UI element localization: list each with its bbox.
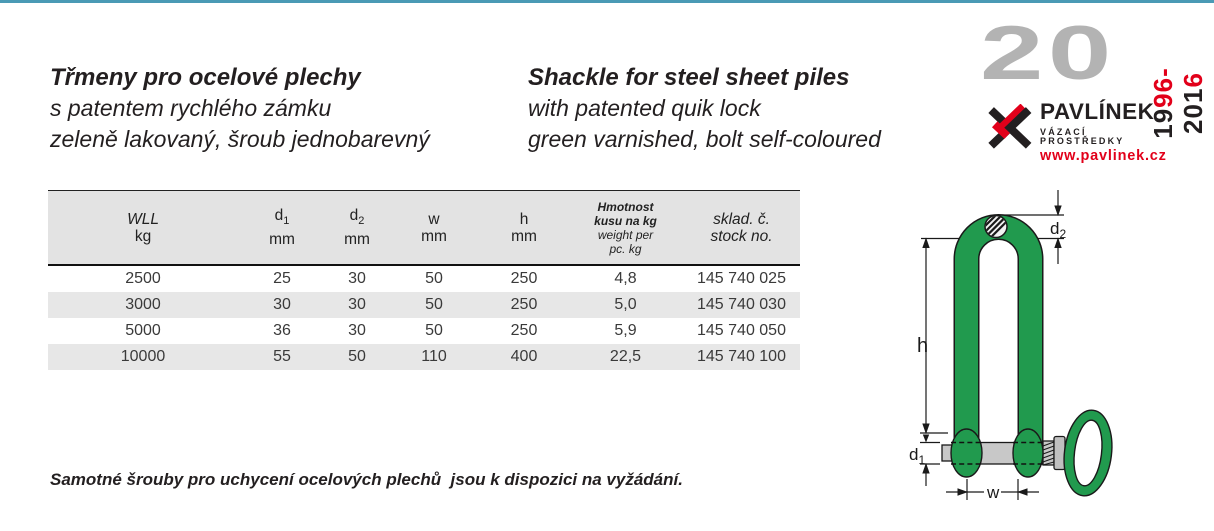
shackle-technical-drawing: d2 h: [909, 190, 1113, 502]
dimension-d1: d1: [909, 434, 940, 486]
table-cell: 250: [510, 270, 538, 287]
label-d2: d2: [1050, 219, 1066, 241]
table-cell: 30: [273, 296, 291, 313]
table-cell: 22,5: [609, 348, 642, 365]
column-header: Hmotnost kusu na kg weight per pc. kg: [568, 190, 683, 266]
dimension-h: h: [917, 237, 948, 435]
column-header: d2 mm: [326, 190, 388, 266]
title-english: Shackle for steel sheet piles with paten…: [528, 62, 881, 155]
table-cell: 145 740 030: [697, 296, 786, 313]
title-english-line3: green varnished, bolt self-coloured: [528, 126, 881, 152]
title-czech-line2: s patentem rychlého zámku: [50, 95, 332, 121]
table-cell: 10000: [120, 348, 166, 365]
label-d1: d1: [909, 445, 925, 467]
table-row: 10000 55 50 110 400 22,5 145 740 100: [48, 344, 800, 370]
title-english-line2: with patented quik lock: [528, 95, 761, 121]
table-cell: 110: [421, 348, 447, 365]
column-header: WLL kg: [48, 190, 238, 266]
table-cell: 30: [348, 296, 366, 313]
shackle-eye-right: [1012, 428, 1044, 478]
table-cell: 3000: [125, 296, 161, 313]
dimension-w: w: [946, 479, 1039, 502]
table-header-row: WLL kg d1 mm d2 mm w mm h mm Hmotnost kusu na kg wei…: [48, 190, 800, 266]
table-row: 3000 30 30 50 250 5,0 145 740 030: [48, 292, 800, 318]
table-cell: 4,8: [614, 270, 637, 287]
pavlinek-x-icon: [988, 104, 1032, 149]
footnote-czech: Samotné šrouby pro uchycení ocelových pl…: [50, 470, 683, 489]
table-cell: 50: [425, 296, 443, 313]
hidden-pin-lines: [951, 441, 1043, 465]
brand-text-column: PAVLÍNEK VÁZACÍ PROSTŘEDKY www.pavlinek.…: [1040, 99, 1167, 164]
table-cell: 145 740 025: [697, 270, 786, 287]
table-cell: 25: [273, 270, 291, 287]
table-cell: 36: [273, 322, 291, 339]
table-cell: 5,9: [614, 322, 637, 339]
table-cell: 5,0: [614, 296, 637, 313]
table-row: 5000 36 30 50 250 5,9 145 740 050: [48, 318, 800, 344]
table-cell: 30: [348, 322, 366, 339]
table-cell: 250: [510, 322, 538, 339]
table-row: 2500 25 30 50 250 4,8 145 740 025: [48, 265, 800, 292]
shackle-body: [950, 214, 1044, 478]
column-header: sklad. č. stock no.: [683, 190, 800, 266]
anniversary-years: 1996-2016: [1148, 67, 1208, 139]
title-czech-line1: Třmeny pro ocelové plechy: [50, 64, 361, 91]
table-cell: 50: [425, 322, 443, 339]
brand-tagline: VÁZACÍ PROSTŘEDKY: [1040, 126, 1125, 146]
spec-table: WLL kg d1 mm d2 mm w mm h mm Hmotnost kusu na kg wei…: [48, 190, 800, 370]
table-cell: 50: [425, 270, 443, 287]
bow-cross-section: [984, 214, 1008, 239]
column-header: d1 mm: [238, 190, 326, 266]
table-body: 2500 25 30 50 250 4,8 145 740 025 3000 30 30 50 250…: [48, 265, 800, 370]
table-cell: 55: [273, 348, 291, 365]
brand-name: PAVLÍNEK: [1040, 99, 1155, 124]
column-header: h mm: [480, 190, 568, 266]
table-cell: 250: [510, 296, 538, 313]
table-cell: 145 740 050: [697, 322, 786, 339]
thread-hatch: [1042, 441, 1055, 466]
brand-website: www.pavlinek.cz: [1040, 147, 1167, 164]
table-cell: 145 740 100: [697, 348, 786, 365]
table-cell: 50: [348, 348, 366, 365]
title-czech-line3: zeleně lakovaný, šroub jednobarevný: [50, 126, 430, 152]
table-cell: 2500: [125, 270, 161, 287]
table-cell: 30: [348, 270, 366, 287]
table-cell: 400: [510, 348, 538, 365]
column-header: w mm: [388, 190, 480, 266]
label-w: w: [986, 483, 1000, 502]
pin-handle: [1063, 409, 1113, 497]
shackle-eye-left: [950, 428, 983, 478]
table-cell: 5000: [125, 322, 161, 339]
top-accent-bar: [0, 0, 1214, 3]
footnotes: Samotné šrouby pro uchycení ocelových pl…: [50, 420, 683, 531]
title-english-line1: Shackle for steel sheet piles: [528, 64, 850, 91]
anniversary-number: 20: [980, 11, 1116, 96]
label-h: h: [917, 335, 928, 357]
pavlinek-logo: 20 PAVLÍNEK VÁZACÍ PROSTŘEDKY www.pavlin…: [980, 16, 1190, 170]
title-czech: Třmeny pro ocelové plechy s patentem ryc…: [50, 62, 430, 155]
